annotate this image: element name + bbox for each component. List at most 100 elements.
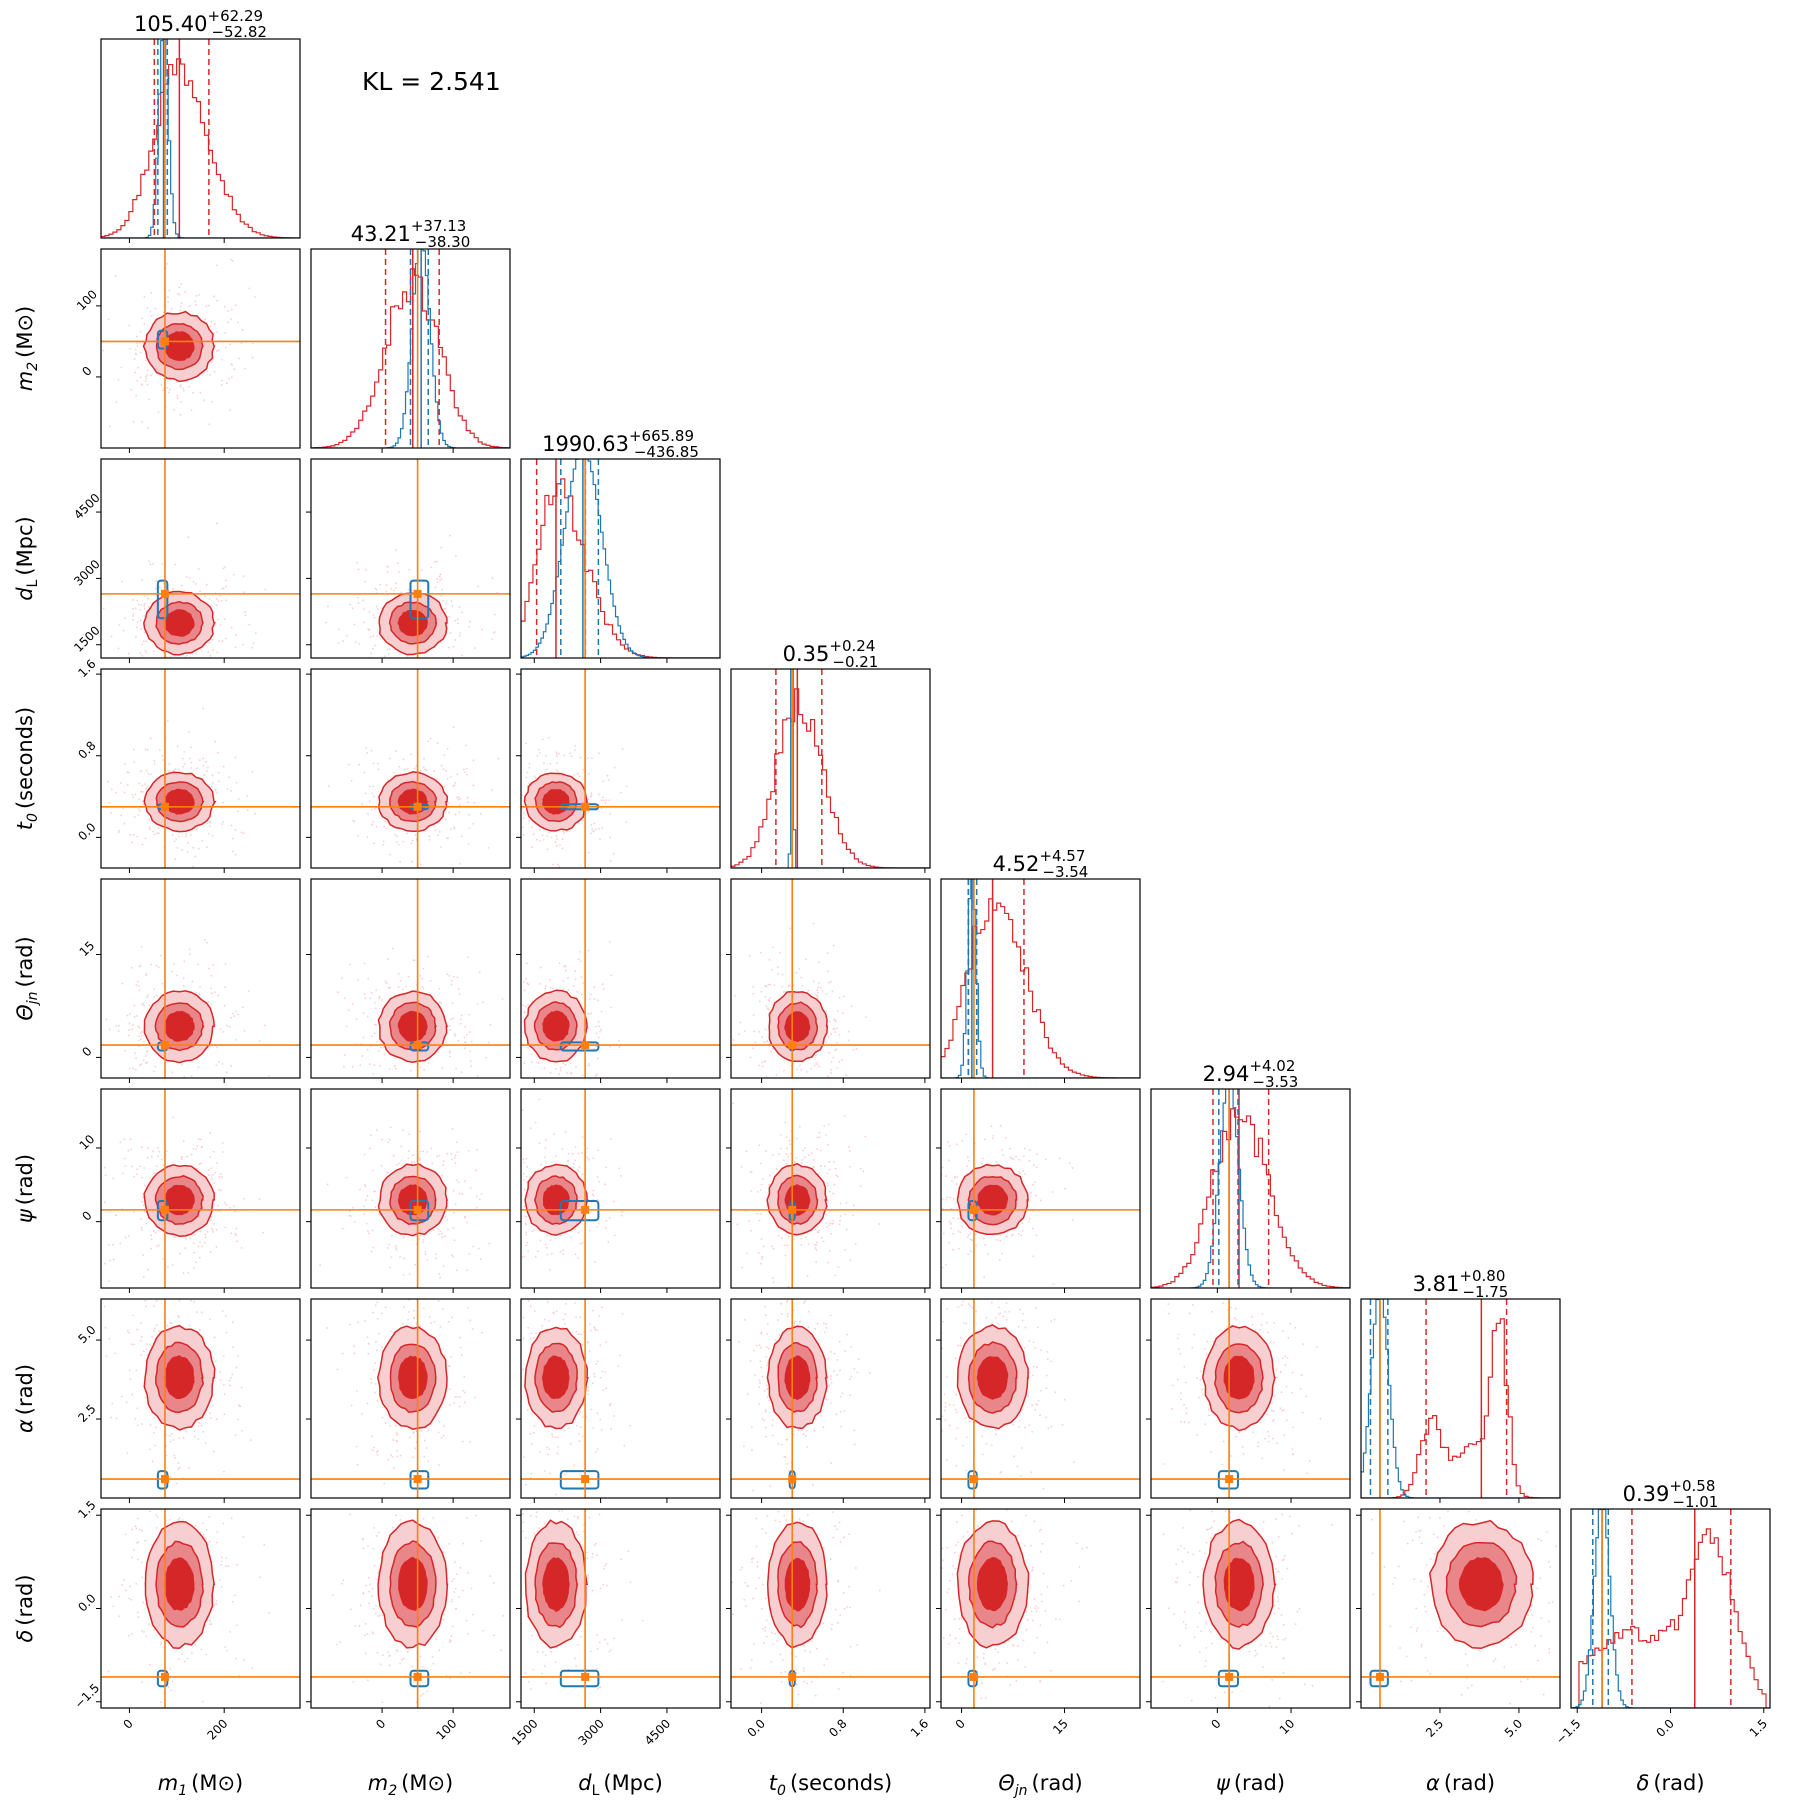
sample-point: [211, 782, 214, 784]
sample-point: [752, 992, 755, 995]
sample-point: [213, 370, 216, 373]
sample-point: [549, 762, 552, 765]
sample-point: [220, 384, 223, 386]
sample-point: [139, 1165, 142, 1168]
sample-point: [238, 357, 240, 360]
sample-point: [953, 1197, 955, 1200]
sample-point: [488, 1242, 491, 1245]
sample-point: [770, 1245, 773, 1248]
sample-point: [358, 763, 360, 766]
sample-point: [793, 1151, 795, 1153]
sample-point: [387, 1084, 389, 1086]
sample-point: [366, 1336, 369, 1339]
sample-point: [134, 793, 137, 796]
sample-point: [215, 1046, 218, 1049]
sample-point: [587, 798, 590, 801]
title-median: 1990.63: [542, 432, 629, 456]
sample-point: [514, 1210, 516, 1212]
sample-point: [589, 1323, 592, 1326]
sample-point: [132, 615, 135, 617]
sample-point: [370, 1250, 373, 1253]
sample-point: [587, 1027, 590, 1030]
sample-point: [440, 1001, 443, 1004]
sample-point: [413, 1161, 416, 1163]
sample-point: [223, 1413, 226, 1416]
sample-point: [387, 1141, 390, 1144]
sample-point: [501, 857, 503, 859]
sample-point: [760, 951, 762, 954]
sample-point: [402, 758, 405, 761]
sample-point: [387, 1171, 390, 1174]
sample-point: [486, 1231, 488, 1233]
sample-point: [440, 588, 443, 591]
sample-point: [825, 992, 828, 995]
title-median: 43.21: [351, 222, 411, 246]
sample-point: [521, 1109, 524, 1111]
sample-point: [129, 1138, 132, 1141]
sample-point: [470, 1040, 473, 1043]
panel-frame: [520, 878, 721, 1079]
sample-point: [394, 1424, 397, 1427]
sample-point: [442, 1265, 445, 1268]
sample-point: [394, 582, 397, 585]
contour-level: [398, 1355, 428, 1399]
sample-point: [801, 985, 804, 987]
sample-point: [243, 1197, 245, 1200]
sample-point: [365, 747, 368, 750]
sample-point: [197, 568, 200, 570]
sample-point: [593, 998, 596, 1000]
sample-point: [558, 1073, 560, 1076]
blue-contour: [559, 1041, 600, 1052]
sample-point: [516, 1188, 518, 1190]
sample-point: [209, 1156, 212, 1159]
sample-point: [1071, 1218, 1074, 1221]
title-minus: −3.54: [1042, 863, 1088, 881]
sample-point: [948, 1145, 951, 1147]
sample-point: [422, 766, 425, 769]
sample-point: [166, 1324, 169, 1327]
sample-point: [951, 1180, 953, 1183]
sample-point: [852, 1048, 855, 1051]
sample-point: [110, 812, 112, 814]
sample-point: [139, 351, 142, 354]
sample-point: [523, 981, 525, 983]
scatter-dL-psi: [486, 1088, 721, 1293]
sample-point: [605, 1341, 608, 1343]
sample-point: [147, 1147, 149, 1149]
sample-point: [372, 1369, 375, 1371]
sample-point: [188, 385, 190, 388]
sample-point: [233, 1015, 236, 1018]
sample-point: [207, 304, 210, 307]
sample-point: [924, 1216, 926, 1218]
sample-point: [784, 1254, 787, 1257]
sample-point: [443, 1281, 445, 1283]
sample-point: [136, 599, 139, 602]
red-histogram: [1151, 1108, 1350, 1288]
sample-point: [137, 985, 140, 987]
sample-point: [1009, 1147, 1011, 1150]
sample-point: [425, 675, 427, 677]
sample-point: [485, 1056, 487, 1059]
sample-point: [123, 617, 126, 620]
sample-point: [361, 1412, 363, 1415]
sample-point: [779, 951, 782, 954]
sample-point: [549, 986, 552, 989]
sample-point: [592, 1427, 595, 1429]
sample-point: [196, 1167, 199, 1170]
sample-point: [153, 1290, 155, 1292]
panel-frame: [100, 1088, 301, 1289]
sample-point: [388, 1068, 391, 1071]
sample-point: [104, 1326, 107, 1329]
sample-point: [171, 1071, 174, 1074]
sample-point: [138, 808, 140, 811]
sample-point: [954, 1175, 956, 1178]
sample-point: [847, 1039, 850, 1042]
sample-point: [943, 1232, 945, 1235]
sample-point: [503, 1174, 505, 1176]
sample-point: [379, 583, 381, 586]
sample-point: [1022, 1155, 1025, 1158]
sample-point: [204, 1236, 207, 1239]
sample-point: [369, 636, 372, 638]
sample-point: [361, 803, 364, 806]
sample-point: [448, 811, 451, 814]
